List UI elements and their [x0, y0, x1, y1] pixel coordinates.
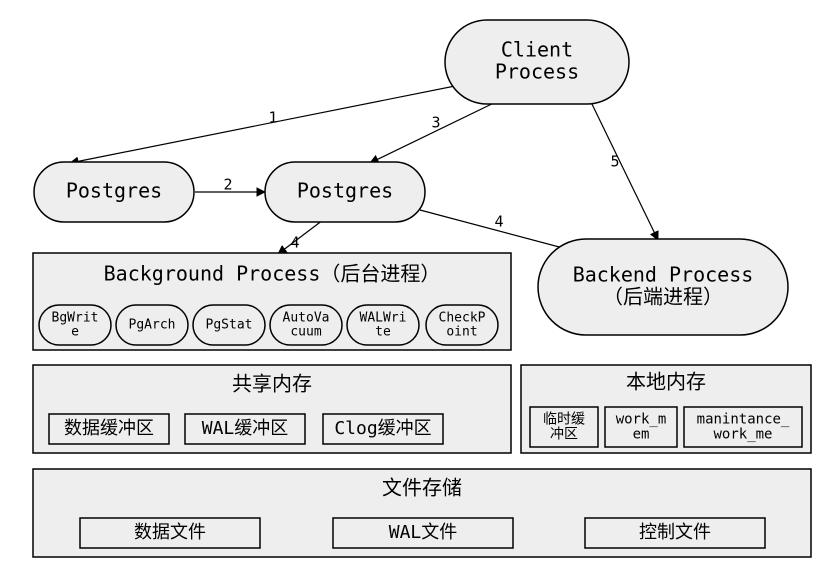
edge-label-5: 5: [610, 153, 619, 171]
file-storage-item-1-label: WAL文件: [389, 522, 458, 543]
local-mem-item-1-label: work_m: [616, 411, 667, 427]
edge-label-4: 4: [494, 213, 503, 231]
bg-item-5-label: CheckP: [439, 310, 486, 325]
node-client-label: Client: [501, 38, 573, 62]
bg-item-4-label: WALWri: [360, 310, 407, 325]
local-mem-item-0-label: 冲区: [550, 427, 578, 443]
node-postgres1-label: Postgres: [66, 179, 162, 203]
node-client-label: Process: [495, 60, 579, 84]
edge-4: [278, 220, 323, 254]
background-process-title: Background Process（后台进程）: [104, 262, 441, 286]
file-storage-item-0-label: 数据文件: [134, 522, 206, 543]
local-memory-title: 本地内存: [626, 370, 706, 394]
local-mem-item-1-label: em: [633, 427, 650, 443]
edge-label-1: 1: [268, 109, 277, 127]
bg-item-4-label: te: [375, 325, 391, 340]
local-mem-item-2-label: work_me: [713, 427, 772, 443]
local-mem-item-0-label: 临时缓: [543, 411, 585, 427]
shared-memory-title: 共享内存: [232, 372, 312, 396]
node-postgres2-label: Postgres: [297, 179, 393, 203]
edge-5: [590, 100, 658, 240]
edge-label-3: 3: [431, 114, 440, 132]
bg-item-2-label: PgStat: [206, 318, 253, 333]
file-storage-item-2-label: 控制文件: [639, 522, 711, 543]
bg-item-0-label: e: [71, 325, 79, 340]
edge-1: [70, 85, 460, 163]
bg-item-3-label: cuum: [290, 325, 321, 340]
edge-label-2: 2: [223, 176, 232, 194]
edge-3: [370, 100, 500, 163]
architecture-diagram: 1 2 3 4 4 5 ClientProcess Postgres Postgres Backe…: [0, 0, 829, 588]
edge-label-4: 4: [290, 234, 299, 252]
shared-mem-item-2-label: Clog缓冲区: [334, 418, 431, 439]
local-mem-item-2-label: manintance_: [697, 411, 790, 427]
node-backend-label: （后端进程）: [603, 285, 723, 309]
bg-item-3-label: AutoVa: [283, 310, 330, 325]
shared-mem-item-1-label: WAL缓冲区: [202, 418, 289, 439]
node-backend-label: Backend Process: [573, 263, 754, 287]
bg-item-0-label: BgWrit: [52, 310, 99, 325]
file-storage-title: 文件存储: [382, 476, 462, 500]
shared-mem-item-0-label: 数据缓冲区: [64, 418, 154, 439]
bg-item-1-label: PgArch: [129, 318, 176, 333]
bg-item-5-label: oint: [446, 325, 477, 340]
